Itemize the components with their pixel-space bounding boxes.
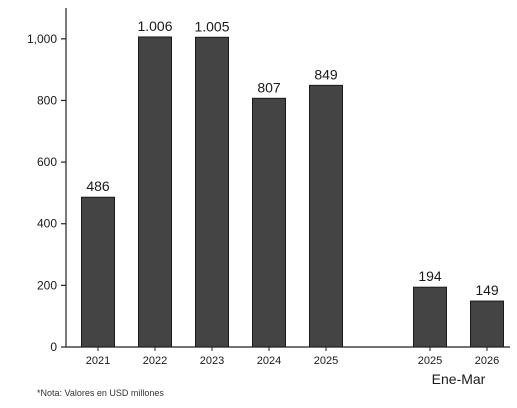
y-tick-label: 600 <box>37 155 57 169</box>
data-label: 849 <box>314 66 338 82</box>
x-tick-label: 2021 <box>86 355 110 367</box>
bar <box>81 196 115 348</box>
bar <box>309 84 343 348</box>
data-label: 194 <box>418 268 442 284</box>
y-tick-label: 400 <box>37 217 57 231</box>
x-tick-label: 2024 <box>257 355 281 367</box>
bar <box>470 300 504 348</box>
x-tick-label: 2026 <box>475 355 499 367</box>
footnote: *Nota: Valores en USD millones <box>37 388 164 398</box>
y-tick-label: 200 <box>37 278 57 292</box>
data-label: 807 <box>257 79 281 95</box>
data-label: 486 <box>86 178 110 194</box>
data-label: 1.005 <box>194 18 229 34</box>
bar <box>138 36 172 348</box>
data-label: 1.006 <box>137 18 172 34</box>
bar <box>413 286 447 348</box>
group-label: Ene-Mar <box>432 371 486 387</box>
y-tick-label: 1,000 <box>27 32 57 46</box>
x-tick-label: 2023 <box>200 355 224 367</box>
data-label: 149 <box>475 282 499 298</box>
x-tick-label: 2022 <box>143 355 167 367</box>
y-tick-label: 800 <box>37 93 57 107</box>
y-tick-label: 0 <box>50 340 57 354</box>
x-tick-label: 2025 <box>314 355 338 367</box>
x-tick-label: 2025 <box>418 355 442 367</box>
bar <box>252 97 286 348</box>
bar <box>195 36 229 348</box>
